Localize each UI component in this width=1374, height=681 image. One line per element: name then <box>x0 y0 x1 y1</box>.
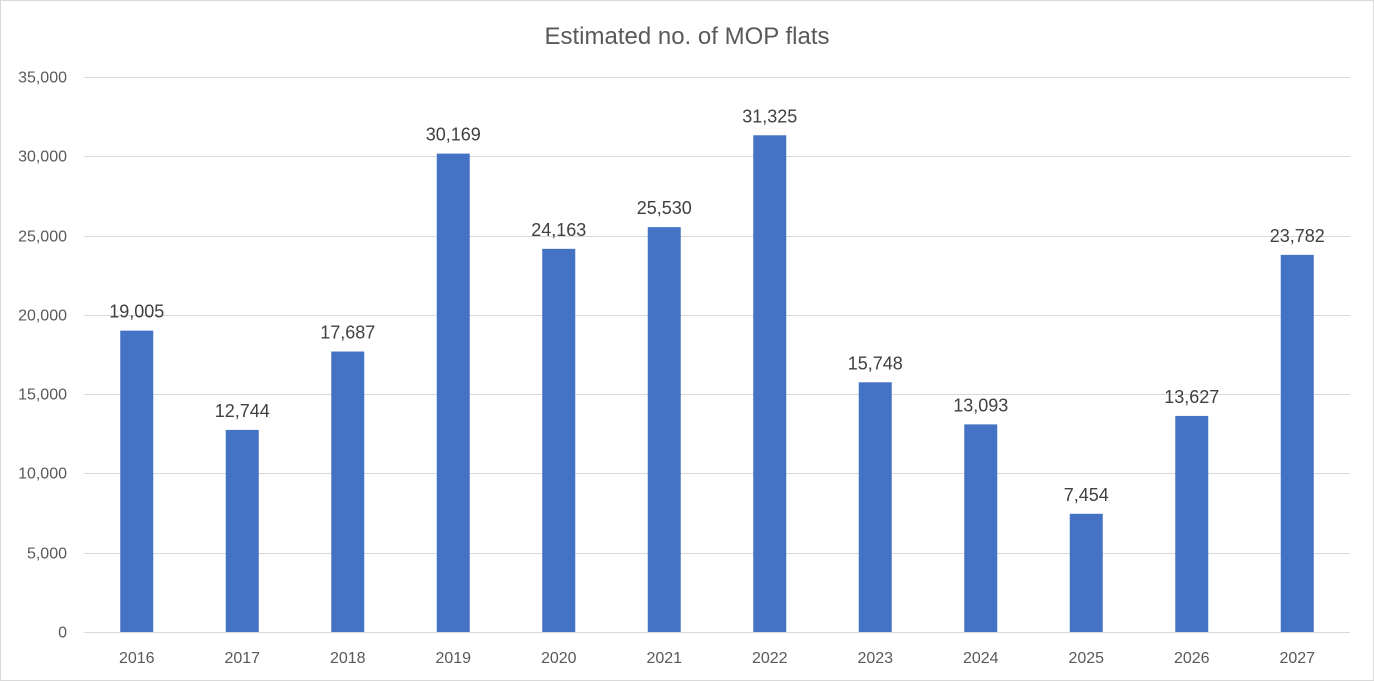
x-tick-label: 2022 <box>752 650 788 667</box>
y-tick-label: 5,000 <box>27 546 67 563</box>
data-label: 13,627 <box>1164 387 1219 407</box>
y-axis-ticks: 0 5,000 10,000 15,000 20,000 25,000 30,000 35,0… <box>18 70 67 642</box>
data-label: 12,744 <box>215 401 270 421</box>
bar-2023 <box>858 382 892 632</box>
x-tick-label: 2016 <box>119 650 155 667</box>
x-tick-label: 2018 <box>330 650 366 667</box>
y-tick-label: 25,000 <box>18 229 67 246</box>
bar-2019 <box>436 153 470 633</box>
data-label: 31,325 <box>742 106 797 126</box>
x-tick-label: 2019 <box>435 650 471 667</box>
x-tick-label: 2027 <box>1279 650 1315 667</box>
data-labels: 19,005 12,744 17,687 30,169 24,163 25,530 31,3… <box>109 106 1325 505</box>
bar-2018 <box>331 351 365 632</box>
y-tick-label: 0 <box>58 625 67 642</box>
chart-title: Estimated no. of MOP flats <box>544 23 829 50</box>
y-tick-label: 10,000 <box>18 466 67 483</box>
bar-2026 <box>1175 415 1209 632</box>
bar-2017 <box>225 429 259 632</box>
x-tick-label: 2026 <box>1174 650 1210 667</box>
x-axis-ticks: 2016 2017 2018 2019 2020 2021 2022 2023 2024 2025… <box>119 650 1315 667</box>
data-label: 15,748 <box>848 353 903 373</box>
data-label: 7,454 <box>1064 485 1109 505</box>
y-tick-label: 35,000 <box>18 70 67 87</box>
data-label: 19,005 <box>109 302 164 322</box>
x-tick-label: 2020 <box>541 650 577 667</box>
bar-2025 <box>1069 513 1103 632</box>
bar-2027 <box>1280 254 1314 632</box>
bar-2024 <box>964 424 998 632</box>
bar-2020 <box>542 248 576 632</box>
data-label: 24,163 <box>531 220 586 240</box>
data-label: 30,169 <box>426 125 481 145</box>
data-label: 17,687 <box>320 323 375 343</box>
data-label: 13,093 <box>953 395 1008 415</box>
x-tick-label: 2024 <box>963 650 999 667</box>
data-label: 23,782 <box>1270 226 1325 246</box>
bars <box>120 135 1314 633</box>
x-tick-label: 2023 <box>857 650 893 667</box>
data-label: 25,530 <box>637 198 692 218</box>
x-tick-label: 2017 <box>224 650 260 667</box>
y-tick-label: 20,000 <box>18 308 67 325</box>
bar-2016 <box>120 330 154 632</box>
x-tick-label: 2021 <box>646 650 682 667</box>
y-tick-label: 15,000 <box>18 387 67 404</box>
gridlines <box>84 77 1350 633</box>
bar-2022 <box>753 135 787 632</box>
bar-2021 <box>647 227 681 632</box>
x-tick-label: 2025 <box>1068 650 1104 667</box>
y-tick-label: 30,000 <box>18 149 67 166</box>
